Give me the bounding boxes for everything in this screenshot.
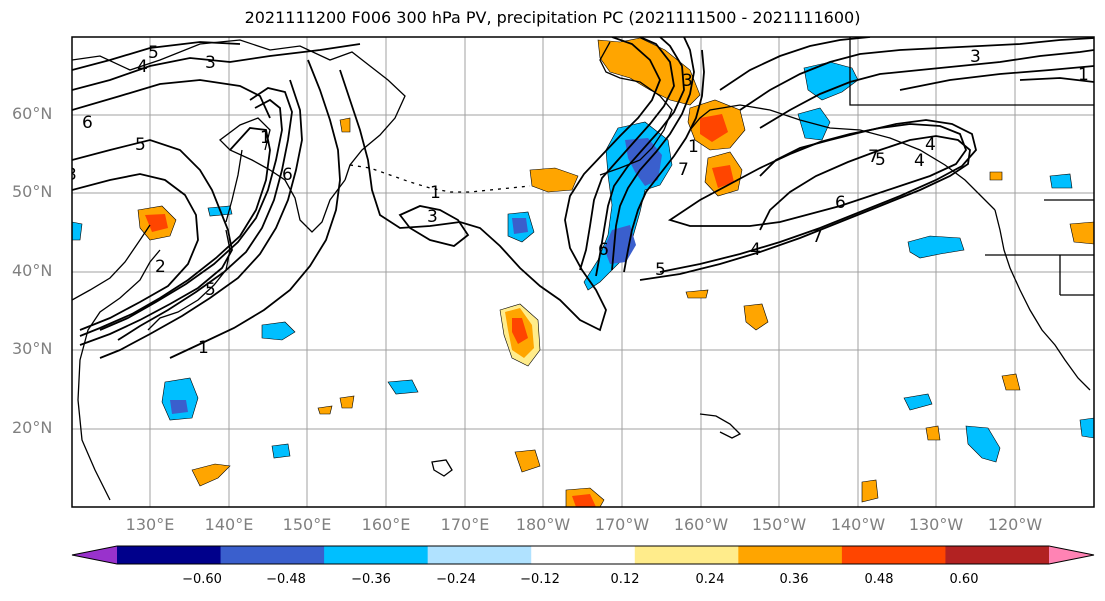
lat-label: 50°N — [12, 182, 53, 201]
colorbar-segment — [634, 546, 739, 564]
contour-label: 5 — [135, 135, 146, 155]
colorbar-segment — [427, 546, 532, 564]
colorbar-tick-label: −0.48 — [266, 572, 306, 587]
contour-label: 7 — [868, 147, 879, 167]
coastlines — [72, 37, 1094, 501]
lat-label: 20°N — [12, 418, 53, 437]
lon-label: 150°W — [751, 515, 807, 534]
graticule — [72, 37, 1094, 507]
colorbar-tick-label: 0.24 — [695, 572, 725, 587]
contour-label: 1 — [260, 128, 271, 148]
lon-label: 180°W — [515, 515, 571, 534]
contour-label: 7 — [812, 227, 823, 247]
contour-label: 1 — [1078, 65, 1089, 85]
contour-label: 3 — [970, 47, 981, 67]
colorbar-segment — [324, 546, 429, 564]
contour-label: 5 — [148, 43, 159, 63]
colorbar-segment — [531, 546, 636, 564]
precip-shading — [72, 37, 1094, 507]
lon-label: 150°E — [282, 515, 332, 534]
colorbar-segment — [738, 546, 843, 564]
contour-label: 5 — [875, 150, 886, 170]
contour-label: 4 — [925, 135, 936, 155]
colorbar-segment — [117, 546, 222, 564]
colorbar-tick-label: 0.48 — [864, 572, 894, 587]
contour-label: 4 — [137, 57, 148, 77]
contour-label: 3 — [427, 207, 438, 227]
lon-label: 170°W — [594, 515, 650, 534]
contour-label: 6 — [835, 193, 846, 213]
contour-label: 7 — [678, 160, 689, 180]
colorbar-tick-label: 0.12 — [610, 572, 640, 587]
contour-label: 6 — [82, 113, 93, 133]
contour-label: 6 — [282, 165, 293, 185]
lon-label: 120°W — [987, 515, 1043, 534]
contour-label: 4 — [914, 151, 925, 171]
contour-label: 3 — [682, 71, 693, 91]
colorbar-extend-min — [72, 546, 117, 564]
lon-label: 160°W — [673, 515, 729, 534]
lon-label: 130°W — [908, 515, 964, 534]
lon-label: 160°E — [361, 515, 411, 534]
contour-label: 3 — [66, 165, 77, 185]
colorbar-segment — [220, 546, 325, 564]
lon-label: 140°E — [204, 515, 254, 534]
colorbar-outline — [71, 545, 1095, 565]
contour-labels: 5 4 3 6 5 1 2 5 3 1 3 6 1 5 4 3 6 7 1 7 … — [66, 43, 1089, 358]
colorbar-tick-label: 0.36 — [779, 572, 809, 587]
lon-label: 170°E — [440, 515, 490, 534]
contour-label: 5 — [655, 260, 666, 280]
colorbar-extend-max — [1049, 546, 1094, 564]
lon-label: 140°W — [830, 515, 886, 534]
contour-label: 4 — [750, 240, 761, 260]
lat-label: 60°N — [12, 104, 53, 123]
contour-label: 1 — [688, 137, 699, 157]
contour-label: 5 — [205, 280, 216, 300]
contour-label: 6 — [598, 240, 609, 260]
colorbar — [71, 545, 1095, 565]
lon-label: 130°E — [125, 515, 175, 534]
contour-label: 3 — [205, 53, 216, 73]
colorbar-tick-label: 0.60 — [949, 572, 979, 587]
pv-contours — [72, 37, 1094, 359]
colorbar-segment — [841, 546, 946, 564]
colorbar-tick-label: −0.24 — [436, 572, 476, 587]
lat-label: 30°N — [12, 339, 53, 358]
colorbar-tick-label: −0.60 — [182, 572, 222, 587]
map-frame — [71, 36, 1095, 508]
colorbar-tick-label: −0.12 — [520, 572, 560, 587]
contour-label: 1 — [430, 183, 441, 203]
colorbar-segment — [945, 546, 1050, 564]
lat-label: 40°N — [12, 261, 53, 280]
contour-label: 1 — [198, 338, 209, 358]
map-title: 2021111200 F006 300 hPa PV, precipitatio… — [244, 8, 861, 27]
contour-label: 2 — [155, 257, 166, 277]
colorbar-tick-label: −0.36 — [351, 572, 391, 587]
